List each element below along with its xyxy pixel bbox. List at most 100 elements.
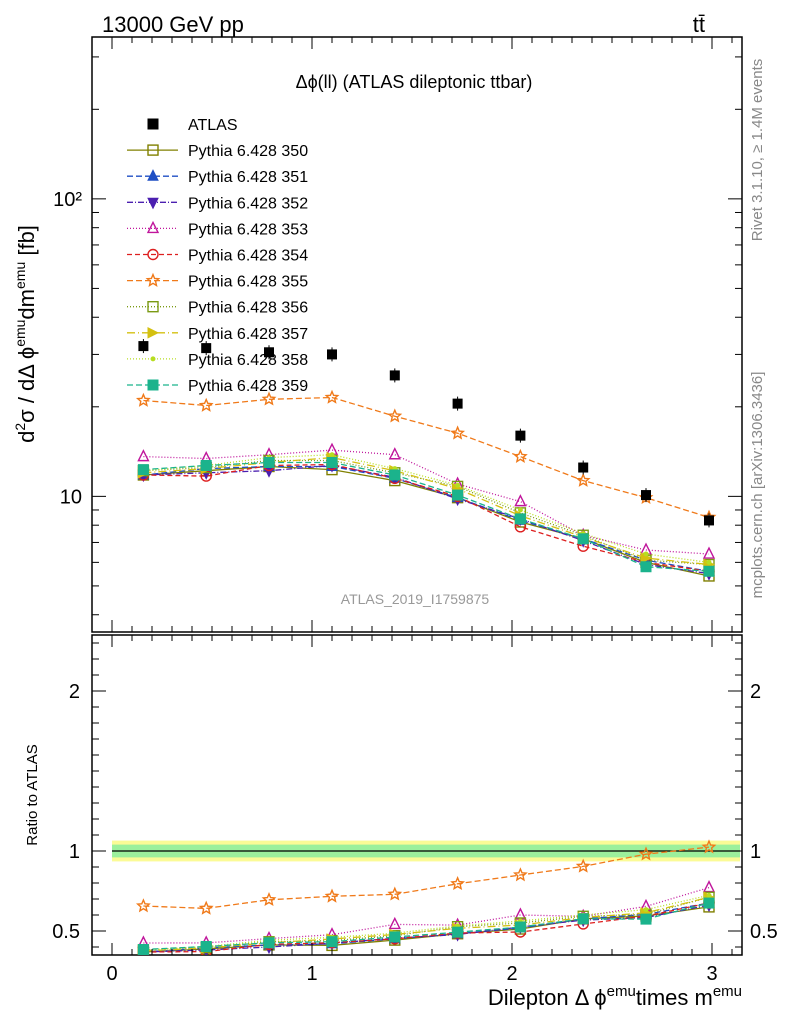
series-point [702, 546, 716, 559]
ratio-series-point [200, 940, 212, 952]
header-process: 13000 GeV pp [102, 12, 244, 37]
ratio-series-point [452, 926, 464, 938]
legend-label: Pythia 6.428 350 [188, 143, 308, 160]
ratio-panel: 0.5 0.5 1 1 2 2 [52, 634, 778, 956]
ratio-series-point [387, 886, 403, 901]
legend-label: Pythia 6.428 356 [188, 300, 308, 317]
header-ttbar: tt̄ [693, 12, 705, 37]
ratio-axis-label: Ratio to ATLAS [24, 744, 41, 845]
legend-label: Pythia 6.428 354 [188, 248, 308, 265]
legend-marker [147, 248, 159, 261]
series-line [143, 465, 710, 577]
ratio-series-point [575, 858, 591, 873]
series-point [261, 391, 277, 406]
series-line [143, 449, 710, 555]
ratio-series-point [643, 907, 649, 913]
legend-label: Pythia 6.428 355 [188, 274, 308, 291]
data-point [201, 343, 212, 354]
legend-label: Pythia 6.428 352 [188, 195, 308, 212]
series-point [575, 472, 591, 487]
legend-label: Pythia 6.428 359 [188, 378, 308, 395]
x-axis-label: Dilepton Δ ϕemutimes memu [488, 983, 742, 1010]
ratio-series-point [638, 846, 654, 861]
ratio-series-point [701, 839, 717, 854]
x-tick-label: 2 [506, 963, 517, 985]
plot-title: Δϕ(ll) (ATLAS dileptonic ttbar) [296, 72, 533, 92]
ratio-series-point [324, 888, 340, 903]
data-point [452, 398, 463, 409]
data-point [515, 430, 526, 441]
legend-label: Pythia 6.428 357 [188, 326, 308, 343]
ratio-series-point [706, 892, 712, 898]
legend-label: Pythia 6.428 351 [188, 169, 308, 186]
ratio-series-point [389, 931, 401, 943]
y-tick-label: 10 [60, 486, 82, 508]
series-line [143, 454, 710, 564]
ratio-series-point [640, 913, 652, 925]
legend: ATLAS Pythia 6.428 350 Pythia 6.428 351 Pyt… [127, 117, 308, 395]
data-point [327, 349, 337, 360]
ratio-series-point [326, 936, 338, 948]
series-point [388, 447, 401, 460]
ratio-tick-label-right: 2 [750, 681, 761, 703]
rivet-version-label: Rivet 3.1.10, ≥ 1.4M events [749, 59, 766, 242]
legend-marker [147, 301, 159, 313]
mcplots-label: mcplots.cern.ch [arXiv:1306.3436] [749, 372, 766, 599]
ratio-tick-label-left: 2 [69, 681, 80, 703]
ratio-series-point [261, 891, 277, 907]
series-point [137, 464, 149, 476]
y-tick-label: 10² [53, 189, 82, 211]
ratio-series-point [135, 898, 151, 913]
ratio-series-point [703, 897, 715, 909]
legend-marker [147, 118, 159, 130]
series-point [329, 452, 335, 458]
series-point [706, 559, 712, 565]
series-point [455, 482, 461, 488]
series-point [450, 425, 466, 440]
ratio-series-line [143, 902, 710, 951]
data-point [138, 341, 149, 352]
ratio-series-point [514, 921, 526, 933]
series-point [517, 507, 523, 513]
series-point [387, 408, 403, 423]
ratio-series-point [198, 900, 214, 915]
series-point [198, 397, 214, 412]
ratio-series-point [702, 880, 716, 893]
ratio-tick-label-right: 1 [750, 841, 761, 863]
legend-marker [150, 356, 156, 362]
series-point [200, 459, 212, 471]
ratio-series-line [143, 846, 710, 910]
legend-marker [147, 326, 160, 339]
series-point [137, 449, 150, 462]
x-tick-label: 1 [306, 963, 317, 985]
series-point [513, 448, 528, 463]
x-tick-label: 0 [106, 963, 117, 985]
legend-label: Pythia 6.428 358 [188, 352, 308, 369]
series-line [143, 396, 710, 519]
series-point [643, 551, 649, 557]
ratio-tick-label-left: 0.5 [52, 921, 80, 943]
ratio-series-point [263, 937, 275, 949]
series-point [514, 494, 527, 507]
series-point [389, 469, 401, 481]
data-point [704, 515, 714, 526]
ratio-series-point [137, 944, 149, 955]
main-frame [91, 36, 743, 633]
ratio-series-line [143, 902, 710, 953]
data-point [641, 490, 651, 501]
series-point [452, 489, 464, 501]
series-point [135, 392, 151, 407]
series-line [143, 459, 710, 566]
ratio-series-point [388, 916, 401, 930]
legend-marker [147, 169, 159, 181]
series-line [143, 463, 710, 572]
data-point [264, 347, 274, 358]
x-tick-label: 3 [706, 963, 717, 985]
data-point [389, 370, 400, 381]
data-point [578, 462, 589, 473]
series-point [263, 456, 275, 468]
ratio-series-point [577, 913, 589, 925]
ratio-series-line [143, 896, 710, 952]
ratio-series-point [512, 867, 528, 882]
